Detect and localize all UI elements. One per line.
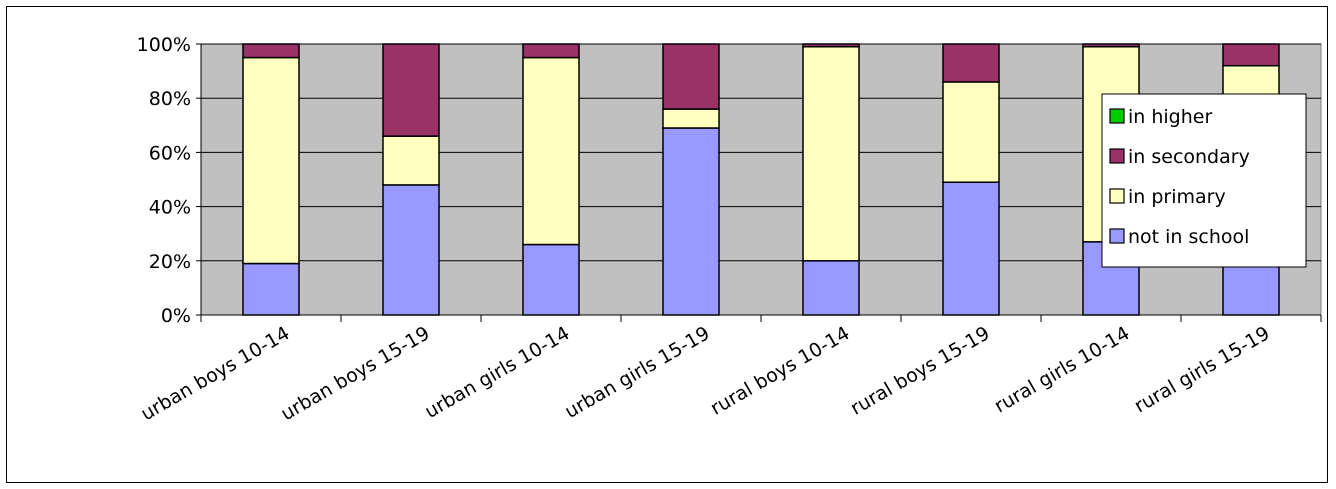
category-label: urban boys 15-19 bbox=[277, 322, 433, 425]
bar-segment bbox=[942, 81, 1000, 183]
legend-swatch bbox=[1109, 228, 1125, 244]
y-tick-label: 60% bbox=[149, 142, 191, 164]
bar-segment bbox=[242, 43, 300, 59]
bar-segment bbox=[942, 181, 1000, 316]
legend-label: in primary bbox=[1128, 186, 1226, 208]
bar-segment bbox=[382, 43, 440, 137]
y-tick-label: 40% bbox=[149, 197, 191, 219]
legend-swatch bbox=[1109, 108, 1125, 124]
legend-label: in higher bbox=[1128, 106, 1212, 128]
bar-segment bbox=[242, 56, 300, 265]
category-label: rural girls 15-19 bbox=[1131, 322, 1274, 417]
category-label: urban girls 10-14 bbox=[421, 322, 573, 423]
legend-label: not in school bbox=[1128, 226, 1249, 248]
bar-segment bbox=[382, 184, 440, 316]
bar-segment bbox=[662, 43, 720, 110]
legend-swatch bbox=[1109, 188, 1125, 204]
chart-frame: 0% 20% 40% 60% 80% 100% urban boys 10-14 urban … bbox=[6, 6, 1328, 483]
bar-segment bbox=[522, 43, 580, 59]
bar-segment bbox=[942, 43, 1000, 83]
y-tick-label: 80% bbox=[149, 88, 191, 110]
bar-segment bbox=[382, 135, 440, 186]
bar-segment bbox=[242, 262, 300, 316]
category-label: rural girls 10-14 bbox=[991, 322, 1134, 417]
y-tick-label: 100% bbox=[137, 34, 191, 56]
bar-segment bbox=[1222, 43, 1280, 67]
category-label: urban girls 15-19 bbox=[561, 322, 713, 423]
stacked-bar-chart: 0%20%40%60%80%100%urban boys 10-14urban … bbox=[137, 34, 1322, 425]
legend-label: in secondary bbox=[1128, 146, 1250, 168]
category-label: rural boys 15-19 bbox=[847, 322, 994, 419]
bar-segment bbox=[1082, 43, 1140, 48]
category-label: urban boys 10-14 bbox=[137, 322, 293, 425]
category-label: rural boys 10-14 bbox=[707, 322, 854, 419]
bar-segment bbox=[802, 43, 860, 48]
bar-segment bbox=[662, 108, 720, 129]
legend: in higher in secondary in primary not in sc… bbox=[1101, 93, 1307, 268]
bar-segment bbox=[662, 127, 720, 316]
bar-segment bbox=[802, 45, 860, 262]
y-tick-label: 20% bbox=[149, 251, 191, 273]
y-tick-label: 0% bbox=[161, 305, 191, 327]
legend-box bbox=[1101, 93, 1307, 268]
bar-segment bbox=[522, 243, 580, 316]
bar-segment bbox=[522, 56, 580, 246]
bar-segment bbox=[802, 260, 860, 316]
legend-swatch bbox=[1109, 148, 1125, 164]
